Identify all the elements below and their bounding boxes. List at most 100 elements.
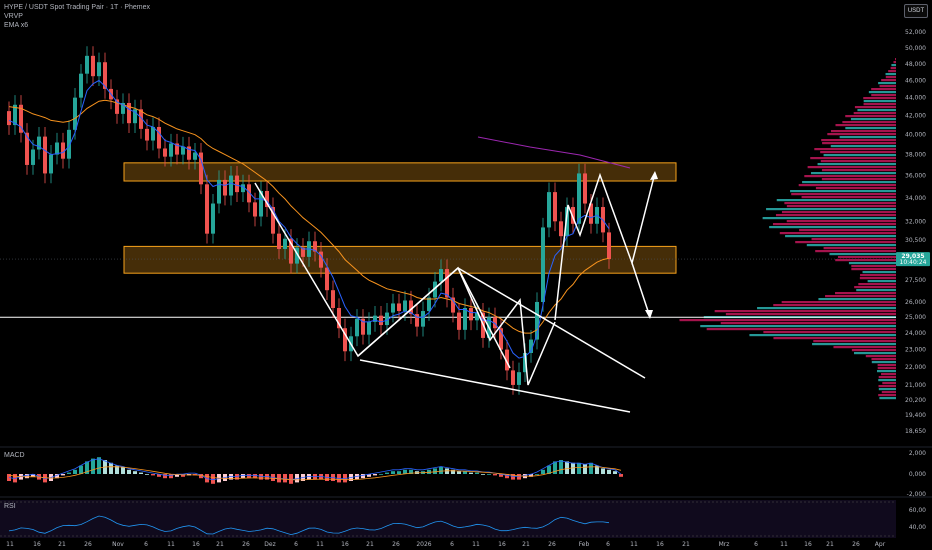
volume-profile-bar [785, 235, 896, 238]
candle [433, 281, 437, 298]
volume-profile-bar [772, 223, 896, 226]
last-price-tag [896, 252, 930, 267]
macd-histogram-bar [385, 472, 389, 474]
candle [463, 307, 467, 330]
price-axis-label: 18,650 [905, 428, 926, 435]
volume-profile-bar [700, 325, 896, 328]
macd-histogram-bar [373, 474, 377, 476]
time-axis-label: 26 [84, 541, 92, 548]
volume-profile-bar [878, 376, 896, 379]
candle [145, 128, 149, 141]
volume-profile-bar [773, 337, 896, 340]
time-axis-label: 21 [58, 541, 66, 548]
candle [271, 207, 275, 234]
rsi-band [0, 500, 896, 538]
macd-histogram-bar [499, 474, 503, 477]
ema-long-line [477, 136, 631, 169]
candle [289, 238, 293, 264]
volume-profile-bar [851, 349, 896, 352]
volume-profile-bar [865, 355, 896, 358]
macd-histogram-bar [487, 474, 491, 475]
macd-histogram-bar [289, 474, 293, 484]
time-axis-label: 26 [852, 541, 860, 548]
volume-profile-bar [839, 136, 896, 139]
volume-profile-bar [863, 97, 896, 100]
price-axis-label: 22,000 [905, 364, 926, 371]
time-axis-label: 16 [192, 541, 200, 548]
time-axis-label: 6 [294, 541, 298, 548]
volume-profile-bar [871, 361, 896, 364]
volume-profile-bar [853, 112, 896, 115]
pattern-wedge-top [457, 267, 646, 379]
time-axis-label: 26 [392, 541, 400, 548]
volume-profile-bar [860, 274, 896, 277]
volume-profile-bar [863, 100, 896, 103]
volume-profile-bar [879, 397, 896, 400]
candle [499, 328, 503, 350]
volume-profile-bar [811, 172, 896, 175]
volume-profile-bar [714, 310, 896, 313]
volume-profile-bar [890, 67, 896, 70]
macd-histogram-bar [469, 472, 473, 474]
candle [361, 318, 365, 335]
indicator-ema-label[interactable]: EMA x6 [4, 22, 29, 29]
macd-histogram-bar [409, 469, 413, 474]
candle [31, 149, 35, 165]
candle [217, 179, 221, 204]
price-axis-label: 40,000 [905, 132, 926, 139]
volume-profile-bar [773, 304, 896, 307]
volume-profile-bar [842, 121, 896, 124]
price-axis-label: 52,000 [905, 29, 926, 36]
candle [535, 301, 539, 340]
macd-line [8, 458, 622, 481]
macd-histogram-bar [403, 469, 407, 474]
price-axis-label: 50,000 [905, 45, 926, 52]
macd-histogram-bar [439, 467, 443, 474]
volume-profile-bar [781, 211, 896, 214]
volume-profile-bar [820, 160, 896, 163]
macd-histogram-bar [121, 467, 125, 474]
indicator-vrvp-label[interactable]: VRVP [4, 13, 23, 20]
candle [277, 233, 281, 249]
macd-histogram-bar [169, 474, 173, 479]
candle [133, 109, 137, 124]
volume-profile-bar [857, 109, 896, 112]
volume-profile-bar [893, 61, 896, 64]
volume-profile-bar [804, 175, 896, 178]
macd-histogram-bar [493, 474, 497, 476]
rsi-axis-label: 40,00 [909, 524, 926, 531]
volume-profile-bar [786, 205, 896, 208]
macd-axis-label: 2,000 [909, 450, 926, 457]
macd-histogram-bar [475, 472, 479, 474]
time-axis-label: 16 [804, 541, 812, 548]
candle [337, 307, 341, 329]
volume-profile-bar [867, 280, 896, 283]
candle [523, 352, 527, 373]
resistance-zone-1 [123, 162, 677, 182]
volume-profile-bar [814, 148, 896, 151]
volume-profile-bar [802, 181, 896, 184]
macd-label: MACD [4, 452, 25, 459]
macd-histogram-bar [91, 458, 95, 474]
volume-profile-bar [877, 367, 896, 370]
macd-histogram-bar [361, 474, 365, 479]
macd-histogram-bar [157, 474, 161, 477]
currency-badge[interactable]: USDT [904, 4, 928, 18]
macd-histogram-bar [571, 462, 575, 474]
price-axis-label: 32,000 [905, 218, 926, 225]
candle [139, 109, 143, 129]
time-axis-label: 11 [472, 541, 480, 548]
volume-profile-bar [885, 73, 896, 76]
resistance-zone-2 [123, 245, 677, 274]
candle [211, 203, 215, 234]
candle [367, 321, 371, 335]
price-axis-label: 27,500 [905, 277, 926, 284]
volume-profile-bar [806, 244, 896, 247]
macd-signal-line [8, 466, 622, 481]
time-axis-label: Feb [579, 541, 590, 548]
volume-profile-bar [871, 358, 896, 361]
volume-profile-bar [845, 115, 896, 118]
macd-histogram-bar [577, 462, 581, 474]
macd-histogram-bar [139, 472, 143, 474]
